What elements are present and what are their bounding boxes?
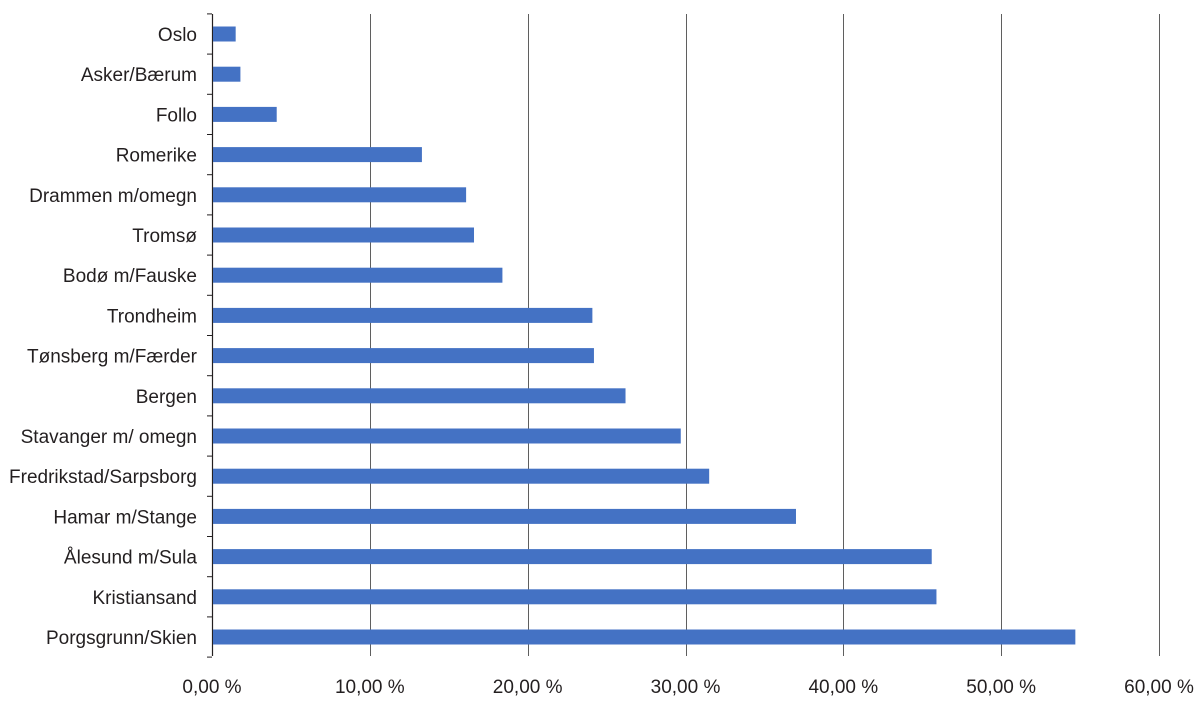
category-label: Asker/Bærum (81, 65, 197, 86)
bar-6 (213, 267, 503, 283)
category-label: Oslo (158, 25, 197, 46)
bar-14 (213, 589, 937, 605)
bar-2 (213, 106, 277, 122)
bars (213, 26, 1076, 645)
bar-8 (213, 348, 594, 364)
x-tick-label: 30,00 % (651, 677, 721, 698)
category-label: Bodø m/Fauske (63, 266, 197, 287)
x-tick-label: 60,00 % (1124, 677, 1194, 698)
bar-4 (213, 187, 467, 203)
category-label: Fredrikstad/Sarpsborg (9, 467, 197, 488)
bar-3 (213, 147, 422, 163)
category-label: Follo (156, 105, 197, 126)
category-label: Kristiansand (92, 588, 197, 609)
x-tick-label: 40,00 % (808, 677, 878, 698)
bar-15 (213, 629, 1076, 645)
category-label: Tønsberg m/Færder (27, 347, 198, 368)
category-label: Drammen m/omegn (29, 186, 197, 207)
category-label: Bergen (136, 387, 197, 408)
category-label: Porgsgrunn/Skien (46, 628, 197, 649)
bar-1 (213, 66, 241, 82)
category-label: Trondheim (107, 306, 197, 327)
bar-13 (213, 549, 932, 565)
bar-10 (213, 428, 681, 444)
bar-7 (213, 307, 593, 323)
bar-0 (213, 26, 236, 42)
category-label: Hamar m/Stange (53, 507, 197, 528)
category-labels: Oslo Asker/Bærum Follo Romerike Drammen m/om… (9, 25, 198, 649)
category-label: Ålesund m/Sula (64, 548, 198, 569)
x-tick-label: 0,00 % (182, 677, 241, 698)
bar-12 (213, 508, 796, 524)
bar-5 (213, 227, 475, 243)
x-tick-label: 50,00 % (966, 677, 1036, 698)
grid-lines (207, 13, 1160, 658)
category-label: Tromsø (132, 226, 197, 247)
bar-11 (213, 468, 710, 484)
x-tick-label: 20,00 % (493, 677, 563, 698)
x-axis-tick-labels: 0,00 % 10,00 % 20,00 % 30,00 % 40,00 % 50,00 … (182, 677, 1194, 698)
x-tick-label: 10,00 % (335, 677, 405, 698)
category-label: Romerike (116, 146, 197, 167)
bar-9 (213, 388, 626, 404)
category-label: Stavanger m/ omegn (21, 427, 197, 448)
